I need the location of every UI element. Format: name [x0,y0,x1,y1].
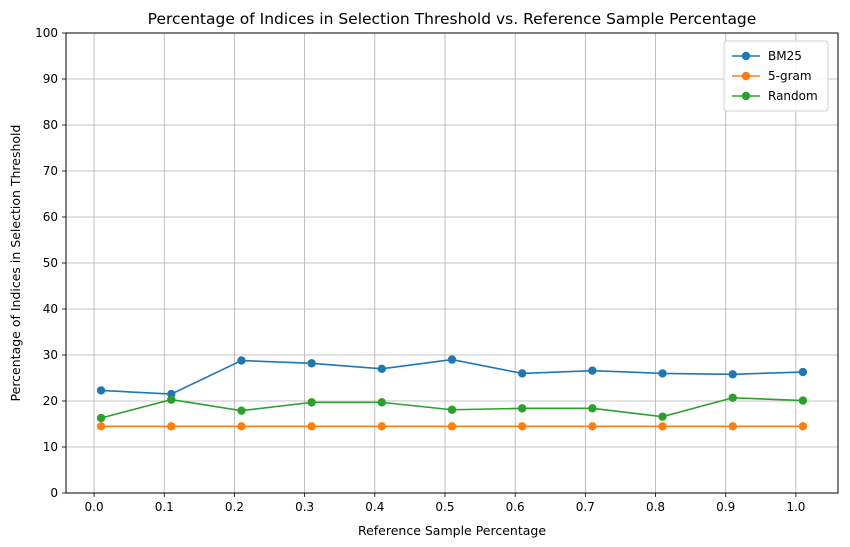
y-tick-label: 40 [43,302,58,316]
x-tick-label: 0.4 [365,500,384,514]
y-tick-label: 10 [43,440,58,454]
data-point-bm25 [658,369,667,378]
data-point-random [96,413,106,423]
x-tick-label: 0.0 [85,500,104,514]
y-tick-label: 50 [43,256,58,270]
data-point-5-gram [377,422,387,431]
x-tick-label: 0.6 [506,500,525,514]
data-point-bm25 [96,386,106,395]
series-random [96,393,808,423]
data-point-5-gram [517,422,527,431]
y-tick-label: 20 [43,394,58,408]
x-tick-label: 0.3 [295,500,314,514]
legend-swatch-marker [741,51,751,61]
y-tick-label: 70 [43,164,58,178]
data-point-bm25 [728,370,737,379]
data-point-bm25 [798,367,808,377]
data-point-random [377,398,387,407]
data-point-bm25 [307,359,316,368]
data-point-random [307,398,316,407]
series-5-gram [96,422,808,431]
x-tick-label: 0.7 [576,500,595,514]
y-tick-label: 30 [43,348,58,362]
data-point-random [447,405,457,414]
data-point-bm25 [377,364,387,373]
data-point-random [167,395,176,404]
legend-swatch-marker [741,71,751,81]
data-point-5-gram [96,422,106,431]
data-point-5-gram [588,422,597,431]
x-tick-label: 0.9 [716,500,735,514]
y-tick-label: 100 [35,26,58,40]
data-point-random [517,404,527,413]
legend-item-bm25: BM25 [732,49,802,63]
data-point-random [728,393,737,402]
legend: BM25 5-gram Random [723,40,829,112]
axis-ticks: 0.0 0.1 0.2 0.3 0.4 0.5 0.6 0.7 0.8 0.9 1.0 0 10 20 30… [35,26,805,514]
x-tick-label: 0.8 [646,500,665,514]
data-point-5-gram [447,422,457,431]
data-point-5-gram [307,422,316,431]
x-tick-label: 0.5 [435,500,454,514]
data-point-5-gram [167,422,176,431]
y-tick-label: 90 [43,72,58,86]
x-axis-label: Reference Sample Percentage [358,523,546,538]
data-point-5-gram [798,422,808,431]
y-axis-label: Percentage of Indices in Selection Thres… [8,125,23,402]
data-point-bm25 [447,355,457,364]
legend-label: Random [768,89,818,103]
y-tick-label: 80 [43,118,58,132]
y-tick-label: 60 [43,210,58,224]
data-point-5-gram [237,422,246,431]
data-point-5-gram [658,422,667,431]
legend-box [723,40,829,112]
x-tick-label: 1.0 [786,500,805,514]
legend-label: BM25 [768,49,802,63]
legend-item-5-gram: 5-gram [732,69,812,83]
data-point-bm25 [517,369,527,378]
series-lines [96,355,808,431]
data-point-random [798,396,808,405]
data-point-bm25 [588,366,597,375]
data-point-random [237,406,246,415]
chart-title: Percentage of Indices in Selection Thres… [148,10,757,28]
y-tick-label: 0 [50,486,58,500]
data-point-random [658,412,667,421]
x-tick-label: 0.2 [225,500,244,514]
legend-swatch-marker [741,91,751,101]
legend-item-random: Random [732,89,818,103]
data-point-5-gram [728,422,737,431]
legend-label: 5-gram [768,69,812,83]
data-point-random [588,404,597,413]
x-tick-label: 0.1 [155,500,174,514]
data-point-bm25 [237,356,246,365]
